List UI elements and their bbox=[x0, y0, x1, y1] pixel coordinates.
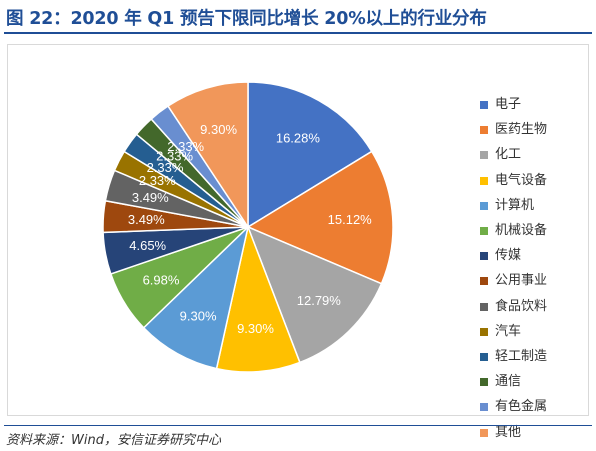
legend-swatch bbox=[480, 252, 488, 261]
chart-frame: 16.28% 15.12% 12.79% 9.30% 9.30% 6.98% 4.65% 3.… bbox=[7, 44, 590, 440]
legend-label: 机械设备 bbox=[495, 223, 548, 238]
figure-title: 图 22：2020 年 Q1 预告下限同比增长 20%以上的行业分布 bbox=[6, 9, 487, 29]
legend-item: 其他 bbox=[480, 425, 590, 443]
legend-label: 医药生物 bbox=[495, 122, 548, 138]
legend-swatch bbox=[480, 201, 488, 210]
pie-slice-5 bbox=[142, 224, 250, 370]
slice-data-label-7: 4.65% bbox=[129, 238, 166, 253]
legend-swatch bbox=[480, 227, 488, 235]
legend-item: 计算机 bbox=[480, 198, 590, 216]
slice-data-label-6: 6.98% bbox=[143, 273, 180, 288]
legend-item: 公用事业 bbox=[480, 273, 590, 291]
title-divider bbox=[4, 32, 592, 34]
legend-swatch bbox=[480, 277, 488, 286]
slice-data-label-3: 12.79% bbox=[297, 293, 342, 308]
legend-item: 电气设备 bbox=[480, 173, 590, 191]
legend-item: 有色金属 bbox=[480, 399, 590, 417]
legend-label: 通信 bbox=[495, 374, 522, 390]
slice-data-label-11: 2.33% bbox=[147, 160, 184, 175]
legend-swatch bbox=[480, 378, 488, 387]
legend-label: 有色金属 bbox=[495, 399, 548, 415]
legend-item: 食品饮料 bbox=[480, 299, 590, 317]
slice-data-label-12: 2.33% bbox=[156, 149, 193, 164]
legend-item: 汽车 bbox=[480, 324, 590, 342]
legend-label: 公用事业 bbox=[495, 273, 548, 289]
slice-data-label-13: 2.33% bbox=[167, 139, 204, 154]
legend-label: 电气设备 bbox=[495, 172, 548, 188]
legend-item: 化工 bbox=[480, 147, 590, 165]
slice-data-label-1: 16.28% bbox=[276, 131, 321, 146]
legend-item: 机械设备 bbox=[480, 223, 590, 241]
legend-label: 轻工制造 bbox=[495, 349, 548, 364]
legend-item: 电子 bbox=[480, 97, 590, 115]
slice-data-label-8: 3.49% bbox=[128, 212, 165, 227]
pie-chart: 16.28% 15.12% 12.79% 9.30% 9.30% 6.98% 4.65% 3.… bbox=[102, 81, 394, 373]
footer-divider bbox=[4, 425, 592, 426]
legend-label: 食品饮料 bbox=[495, 298, 548, 314]
legend-item: 传媒 bbox=[480, 248, 590, 266]
pie-slice-14 bbox=[166, 81, 249, 230]
legend-swatch bbox=[480, 176, 488, 185]
slice-data-label-5: 9.30% bbox=[180, 309, 217, 324]
pie-slice-3 bbox=[246, 225, 383, 364]
legend-label: 化工 bbox=[495, 147, 522, 163]
slice-data-label-4: 9.30% bbox=[237, 321, 274, 336]
slice-data-label-10: 2.33% bbox=[139, 173, 176, 188]
legend-label: 电子 bbox=[495, 97, 522, 112]
legend-label: 计算机 bbox=[495, 197, 535, 213]
legend-label: 传媒 bbox=[495, 248, 522, 264]
legend-item: 轻工制造 bbox=[480, 349, 590, 367]
legend-item: 医药生物 bbox=[480, 122, 590, 140]
slice-data-label-9: 3.49% bbox=[132, 190, 169, 205]
legend-item: 通信 bbox=[480, 374, 590, 392]
legend-swatch bbox=[480, 151, 488, 160]
legend-swatch bbox=[480, 101, 488, 109]
legend-swatch bbox=[480, 403, 488, 412]
pie-slice-4 bbox=[215, 224, 301, 373]
legend-swatch bbox=[480, 428, 488, 437]
legend-label: 其他 bbox=[495, 424, 522, 440]
legend-swatch bbox=[480, 126, 488, 135]
legend-label: 汽车 bbox=[495, 323, 522, 339]
pie-slice-1 bbox=[247, 81, 373, 229]
slice-data-label-14: 9.30% bbox=[200, 122, 237, 137]
slice-data-label-2: 15.12% bbox=[328, 212, 373, 227]
source-note: 资料来源：Wind，安信证券研究中心 bbox=[6, 433, 221, 448]
legend-swatch bbox=[480, 353, 488, 361]
pie-slice-2 bbox=[246, 150, 394, 285]
legend-swatch bbox=[480, 327, 488, 336]
legend-swatch bbox=[480, 302, 488, 311]
